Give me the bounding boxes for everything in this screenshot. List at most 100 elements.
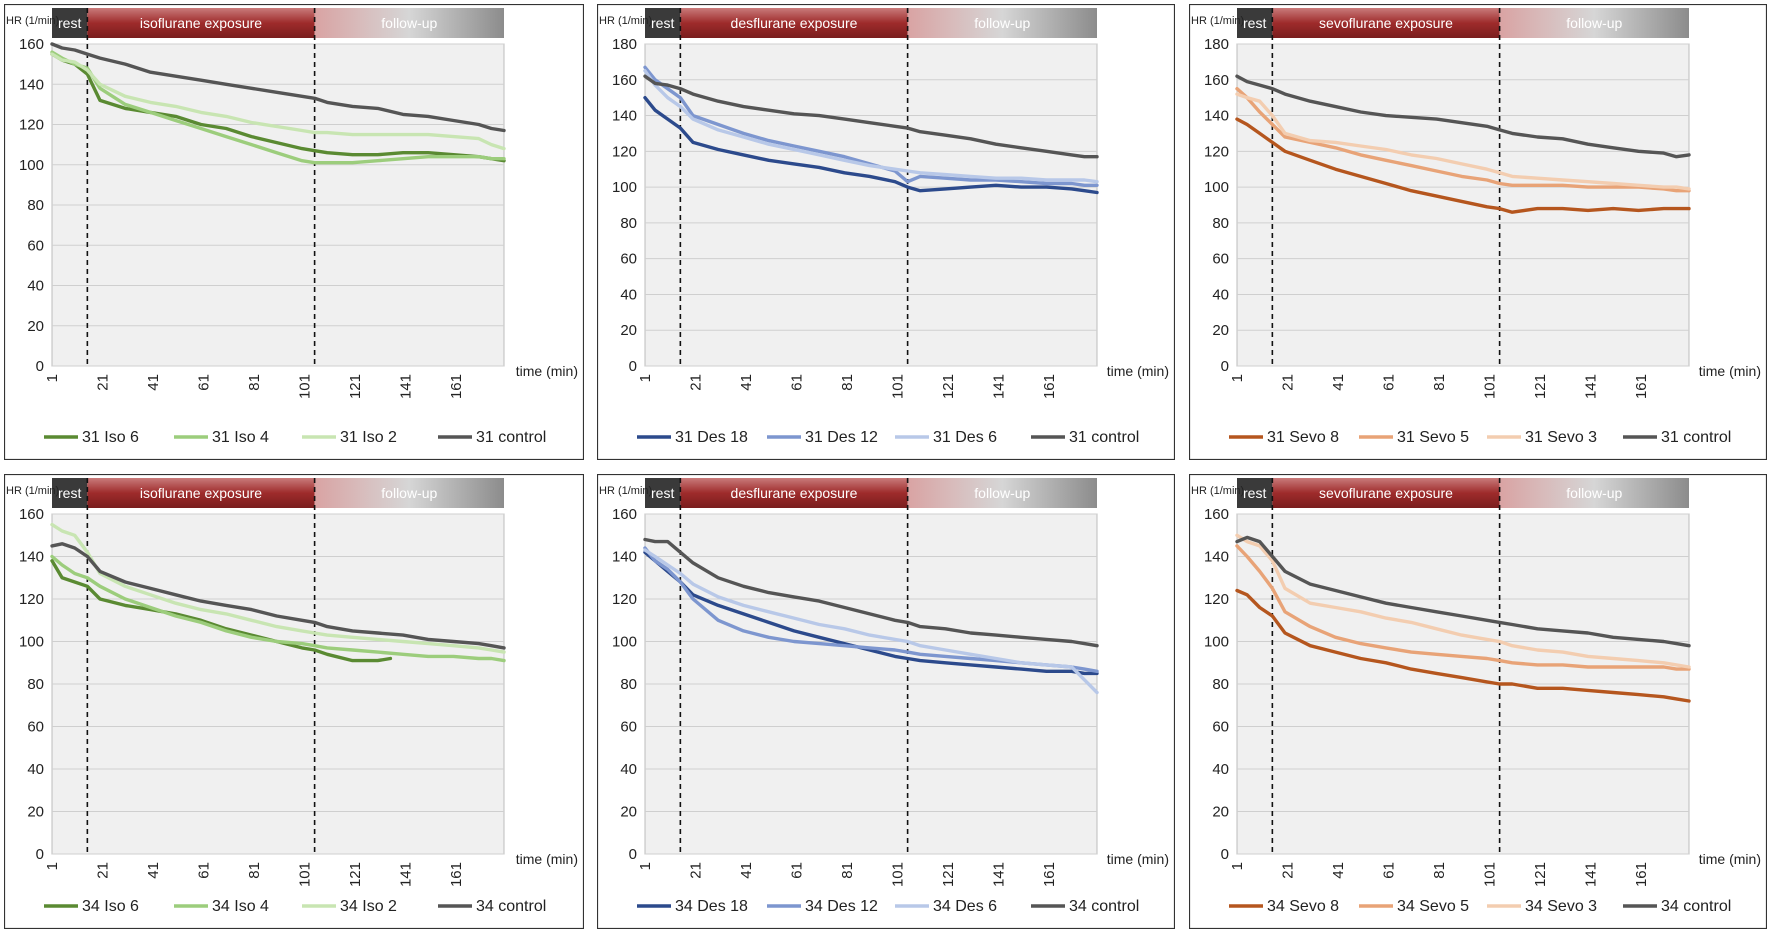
y-tick-label: 40 (1212, 761, 1229, 778)
legend-label: 31 Sevo 8 (1267, 429, 1339, 446)
y-tick-label: 20 (27, 318, 44, 335)
y-tick-label: 60 (27, 237, 44, 254)
x-axis-label: time (min) (1107, 363, 1169, 379)
y-tick-label: 100 (1204, 634, 1229, 651)
x-tick-label: 1 (1229, 862, 1246, 870)
phase-label: follow-up (381, 15, 437, 31)
x-tick-label: 121 (1532, 374, 1549, 399)
y-tick-label: 20 (1212, 322, 1229, 339)
y-tick-label: 140 (1204, 108, 1229, 125)
y-tick-label: 120 (1204, 591, 1229, 608)
y-axis-label: HR (1/min) (1191, 485, 1244, 497)
y-tick-label: 120 (19, 591, 44, 608)
phase-label: follow-up (381, 485, 437, 501)
legend-label: 34 Iso 2 (340, 898, 397, 915)
y-tick-label: 20 (1212, 804, 1229, 821)
legend-label: 34 control (1069, 898, 1139, 915)
x-tick-label: 101 (1482, 862, 1499, 887)
x-tick-label: 121 (940, 862, 957, 887)
y-axis-label: HR (1/min) (599, 15, 652, 27)
phase-label: follow-up (974, 485, 1030, 501)
x-tick-label: 21 (1280, 374, 1297, 391)
legend-label: 34 Sevo 8 (1267, 898, 1339, 915)
phase-label: sevoflurane exposure (1319, 485, 1453, 501)
x-tick-label: 41 (1330, 374, 1347, 391)
legend-label: 34 Des 6 (933, 898, 997, 915)
y-tick-label: 20 (620, 804, 637, 821)
series-line (50, 542, 506, 650)
y-tick-label: 80 (620, 676, 637, 693)
x-tick-label: 101 (297, 862, 314, 887)
x-tick-label: 41 (145, 862, 162, 879)
y-tick-label: 0 (629, 846, 637, 863)
y-tick-label: 40 (27, 761, 44, 778)
y-axis-label: HR (1/min) (599, 485, 652, 497)
x-tick-label: 121 (347, 862, 364, 887)
y-tick-label: 20 (27, 804, 44, 821)
series-line (643, 69, 1099, 184)
series-line (1235, 535, 1691, 648)
x-tick-label: 101 (890, 374, 907, 399)
y-axis-label: HR (1/min) (6, 485, 59, 497)
x-tick-label: 61 (789, 862, 806, 879)
phase-bar-segment (645, 8, 681, 38)
x-tick-label: 81 (246, 862, 263, 879)
x-tick-label: 1 (637, 374, 654, 382)
x-tick-label: 141 (991, 862, 1008, 887)
y-tick-label: 60 (1212, 251, 1229, 268)
x-tick-label: 161 (1041, 862, 1058, 887)
phase-bar-segment (680, 478, 908, 508)
y-tick-label: 40 (620, 761, 637, 778)
phase-bar-segment (1237, 8, 1273, 38)
phase-bar-segment (1272, 8, 1500, 38)
y-tick-label: 140 (19, 549, 44, 566)
y-tick-label: 160 (19, 36, 44, 53)
legend-label: 31 control (476, 429, 546, 446)
x-tick-label: 81 (1431, 862, 1448, 879)
phase-label: rest (1243, 15, 1266, 31)
y-tick-label: 140 (612, 549, 637, 566)
plot-area (644, 43, 1098, 367)
y-tick-label: 80 (27, 197, 44, 214)
x-tick-label: 121 (1532, 862, 1549, 887)
x-tick-label: 101 (297, 374, 314, 399)
phase-label: rest (651, 485, 674, 501)
x-tick-label: 41 (738, 374, 755, 391)
y-tick-label: 60 (620, 251, 637, 268)
x-axis-label: time (min) (1699, 851, 1761, 867)
y-tick-label: 180 (1204, 36, 1229, 53)
phase-label: desflurane exposure (731, 485, 858, 501)
x-tick-label: 161 (1633, 374, 1650, 399)
x-tick-label: 81 (839, 374, 856, 391)
series-line (1235, 117, 1691, 214)
y-tick-label: 100 (612, 634, 637, 651)
series-line (50, 559, 393, 663)
y-tick-label: 0 (1221, 358, 1229, 375)
y-tick-label: 40 (620, 286, 637, 303)
y-tick-label: 40 (1212, 286, 1229, 303)
phase-label: sevoflurane exposure (1319, 15, 1453, 31)
x-tick-label: 61 (1381, 862, 1398, 879)
phase-bar-segment (645, 478, 681, 508)
legend-label: 34 control (1661, 898, 1731, 915)
legend-label: 34 Sevo 5 (1397, 898, 1469, 915)
y-tick-label: 80 (1212, 676, 1229, 693)
x-tick-label: 21 (688, 374, 705, 391)
phase-bar-segment (52, 8, 88, 38)
series-line (1235, 544, 1691, 671)
y-tick-label: 120 (612, 591, 637, 608)
y-tick-label: 120 (612, 143, 637, 160)
legend-label: 34 Sevo 3 (1525, 898, 1597, 915)
x-tick-label: 81 (246, 374, 263, 391)
x-tick-label: 101 (1482, 374, 1499, 399)
legend-label: 31 Sevo 3 (1525, 429, 1597, 446)
x-tick-label: 1 (44, 374, 61, 382)
phase-bar-segment (680, 8, 908, 38)
x-tick-label: 21 (95, 374, 112, 391)
y-tick-label: 120 (1204, 143, 1229, 160)
phase-bar-segment (907, 8, 1097, 38)
legend-label: 34 Iso 4 (212, 898, 269, 915)
